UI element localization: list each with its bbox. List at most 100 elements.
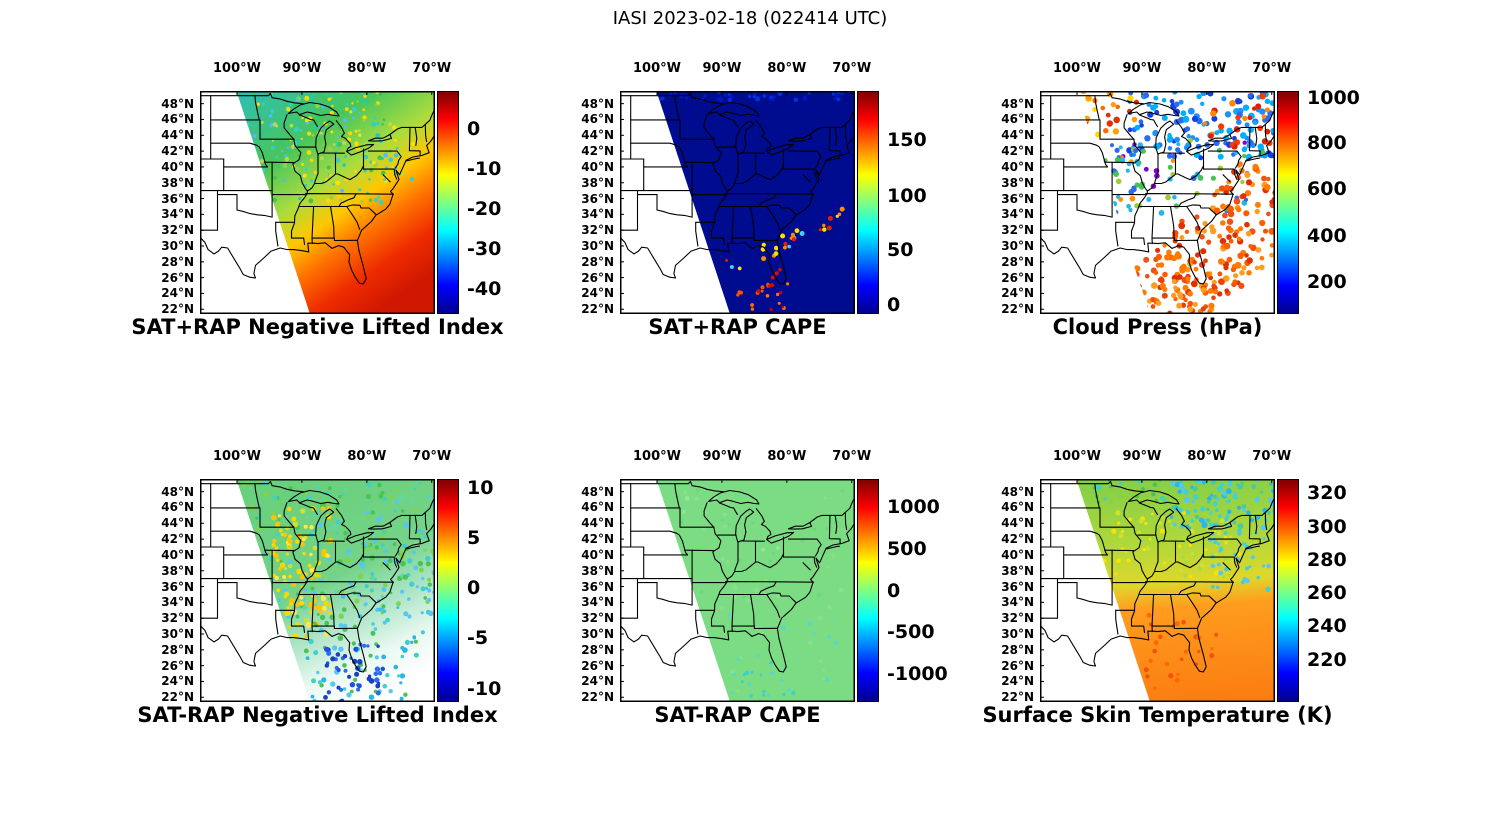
lon-tick-label: 90°W (1122, 61, 1162, 76)
colorbar-tick-label: 220 (1307, 648, 1347, 671)
state-boundaries (620, 92, 855, 285)
lat-tick-label: 30°N (1001, 626, 1034, 641)
lon-tick-label: 100°W (213, 449, 261, 464)
colorbar (1277, 91, 1299, 314)
lat-tick-label: 48°N (581, 484, 614, 499)
lat-tick-label: 28°N (581, 254, 614, 269)
colorbar-tick-label: -40 (467, 278, 502, 301)
lon-tick-label: 100°W (213, 61, 261, 76)
lat-tick-label: 44°N (161, 516, 194, 531)
lon-tick-label: 90°W (702, 61, 742, 76)
colorbar-tick-label: -1000 (887, 663, 948, 686)
panel-title: Cloud Press (hPa) (1052, 315, 1263, 339)
colorbar-tick-label: 0 (467, 117, 481, 140)
lat-tick-label: 22°N (1001, 302, 1034, 317)
lat-tick-label: 26°N (581, 270, 614, 285)
lat-tick-label: 24°N (161, 286, 194, 301)
lon-tick-label: 100°W (633, 61, 681, 76)
lat-tick-label: 26°N (161, 658, 194, 673)
lat-tick-label: 32°N (161, 611, 194, 626)
latitude-axis: 48°N 46°N 44°N 42°N 40°N 38°N 36°N 34°N 32°N 30°N… (520, 443, 620, 743)
colorbar-tick-label: 10 (467, 476, 494, 499)
colorbar-tick-label: 1000 (1307, 86, 1360, 109)
lat-tick-label: 26°N (1001, 658, 1034, 673)
panel-title: SAT-RAP Negative Lifted Index (137, 703, 498, 727)
lat-tick-label: 34°N (161, 595, 194, 610)
lon-tick-label: 90°W (282, 61, 322, 76)
lon-tick-label: 80°W (347, 61, 387, 76)
lat-tick-label: 34°N (161, 207, 194, 222)
lat-tick-label: 40°N (581, 159, 614, 174)
colorbar-tick-label: 300 (1307, 515, 1347, 538)
lat-tick-label: 36°N (1001, 579, 1034, 594)
lat-tick-label: 36°N (1001, 191, 1034, 206)
colorbar-tick-label: 100 (887, 184, 927, 207)
lat-tick-label: 44°N (161, 128, 194, 143)
lat-tick-label: 32°N (1001, 611, 1034, 626)
lat-tick-label: 24°N (161, 674, 194, 689)
lat-tick-label: 48°N (1001, 96, 1034, 111)
colorbar-tick-label: 5 (467, 527, 481, 550)
lon-tick-label: 70°W (1252, 61, 1292, 76)
lat-tick-label: 42°N (1001, 532, 1034, 547)
colorbar-tick-label: 800 (1307, 132, 1347, 155)
longitude-axis: 100°W 90°W 80°W 70°W (100, 449, 540, 467)
lon-tick-label: 80°W (1187, 61, 1227, 76)
colorbar (1277, 479, 1299, 702)
lat-tick-label: 36°N (161, 191, 194, 206)
lat-tick-label: 46°N (161, 500, 194, 515)
lat-tick-label: 30°N (581, 238, 614, 253)
colorbar-tick-label: -30 (467, 238, 502, 261)
lat-tick-label: 24°N (1001, 286, 1034, 301)
colorbar-tick-label: 200 (1307, 270, 1347, 293)
lat-tick-label: 42°N (161, 532, 194, 547)
latitude-axis: 48°N 46°N 44°N 42°N 40°N 38°N 36°N 34°N 32°N 30°N… (940, 443, 1040, 743)
lat-tick-label: 40°N (161, 159, 194, 174)
map-plot (620, 479, 855, 702)
panel-cloud-press: 100°W 90°W 80°W 70°W 48°N 46°N 44°N 42°N 40°N 38… (940, 55, 1380, 355)
colorbar (857, 91, 879, 314)
lon-tick-label: 80°W (1187, 449, 1227, 464)
lat-tick-label: 30°N (1001, 238, 1034, 253)
colorbar-tick-label: 0 (887, 579, 901, 602)
lat-tick-label: 42°N (581, 144, 614, 159)
lat-tick-label: 44°N (1001, 128, 1034, 143)
colorbar (437, 91, 459, 314)
state-boundaries (200, 480, 435, 673)
latitude-axis: 48°N 46°N 44°N 42°N 40°N 38°N 36°N 34°N 32°N 30°N… (520, 55, 620, 355)
lat-tick-label: 44°N (1001, 516, 1034, 531)
data-layer (1076, 479, 1275, 702)
lat-tick-label: 38°N (161, 563, 194, 578)
lat-tick-label: 28°N (1001, 254, 1034, 269)
longitude-axis: 100°W 90°W 80°W 70°W (940, 61, 1380, 79)
colorbar (437, 479, 459, 702)
lon-tick-label: 80°W (767, 61, 807, 76)
lat-tick-label: 30°N (581, 626, 614, 641)
lat-tick-label: 48°N (161, 484, 194, 499)
lat-tick-label: 48°N (161, 96, 194, 111)
longitude-axis: 100°W 90°W 80°W 70°W (940, 449, 1380, 467)
lat-tick-label: 48°N (1001, 484, 1034, 499)
map-plot (1040, 91, 1275, 314)
colorbar (857, 479, 879, 702)
lat-tick-label: 34°N (581, 595, 614, 610)
panel-sat-minus-rap-negative-lifted-index: 100°W 90°W 80°W 70°W 48°N 46°N 44°N 42°N 40°N 38… (100, 443, 540, 743)
colorbar-tick-label: 260 (1307, 581, 1347, 604)
lon-tick-label: 100°W (1053, 61, 1101, 76)
map-plot (200, 479, 435, 702)
lon-tick-label: 90°W (702, 449, 742, 464)
lat-tick-label: 38°N (581, 563, 614, 578)
lat-tick-label: 40°N (1001, 547, 1034, 562)
lon-tick-label: 80°W (767, 449, 807, 464)
lat-tick-label: 42°N (1001, 144, 1034, 159)
lat-tick-label: 24°N (581, 674, 614, 689)
lat-tick-label: 38°N (1001, 563, 1034, 578)
colorbar-tick-label: 240 (1307, 615, 1347, 638)
colorbar-tick-label: 50 (887, 239, 914, 262)
state-boundaries (1040, 480, 1275, 673)
lat-tick-label: 22°N (161, 302, 194, 317)
panel-sat-plus-rap-negative-lifted-index: 100°W 90°W 80°W 70°W 48°N 46°N 44°N 42°N 40°N 38… (100, 55, 540, 355)
lat-tick-label: 22°N (1001, 690, 1034, 705)
colorbar-tick-label: 0 (467, 577, 481, 600)
colorbar-tick-label: -500 (887, 620, 935, 643)
